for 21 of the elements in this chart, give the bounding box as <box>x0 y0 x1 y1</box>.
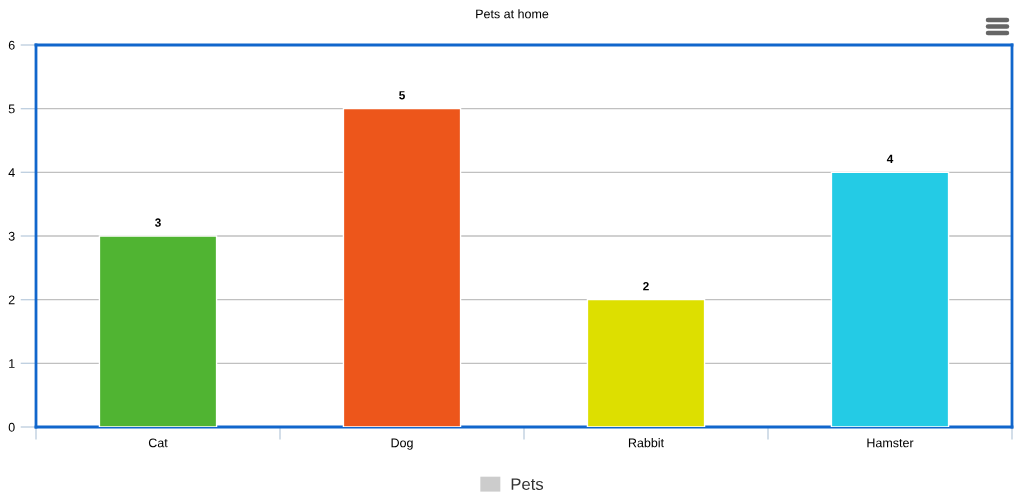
x-tick-label: Rabbit <box>628 438 664 448</box>
y-tick-label: 6 <box>8 40 15 50</box>
x-tick-label: Cat <box>148 438 168 448</box>
y-tick-label: 2 <box>8 295 15 305</box>
y-tick-label: 3 <box>8 231 15 241</box>
bar <box>342 107 462 427</box>
data-label: 4 <box>886 154 894 163</box>
data-label: 2 <box>643 282 649 291</box>
data-label: 5 <box>399 91 405 100</box>
chart-title: Pets at home <box>476 9 549 19</box>
y-tick-label: 4 <box>8 168 15 177</box>
bar <box>586 298 706 427</box>
data-label: 3 <box>154 218 161 227</box>
bar <box>830 171 950 427</box>
bar <box>98 235 218 427</box>
y-tick-label: 5 <box>8 104 15 114</box>
text: Pets <box>511 478 544 491</box>
x-tick-label: Dog <box>391 438 413 450</box>
y-tick-label: 1 <box>9 359 15 368</box>
y-tick-label: 0 <box>8 422 15 432</box>
x-tick-label: Hamster <box>867 438 914 448</box>
